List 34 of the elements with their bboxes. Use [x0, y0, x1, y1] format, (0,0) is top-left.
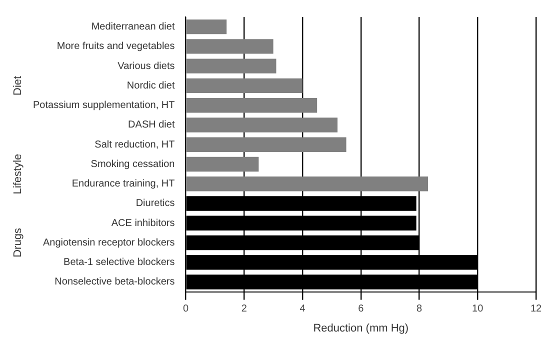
x-tick-label: 10 [472, 304, 484, 315]
bar [186, 176, 428, 192]
bar [186, 39, 274, 54]
x-axis-title: Reduction (mm Hg) [313, 322, 409, 334]
y-tick-label: DASH diet [128, 120, 175, 131]
y-tick-label: Angiotensin receptor blockers [42, 237, 175, 248]
y-tick-label: Nordic diet [126, 80, 175, 92]
y-tick-label: Nonselective beta-blockers [54, 276, 175, 288]
bar [186, 19, 227, 34]
y-tick-label: Salt reduction, HT [94, 139, 175, 150]
y-tick-label: Diuretics [136, 198, 175, 210]
x-tick-label: 6 [358, 304, 364, 315]
y-tick-label: Various diets [118, 60, 175, 72]
bar [186, 98, 318, 113]
bar [186, 58, 276, 74]
x-tick-label: 2 [241, 304, 248, 315]
bar [186, 118, 338, 132]
text: Diet [12, 76, 24, 96]
x-tick-label: 4 [300, 304, 306, 315]
x-tick-label: 0 [182, 304, 189, 315]
y-tick-label: ACE inhibitors [111, 218, 175, 229]
y-tick-label: Potassium supplementation, HT [33, 100, 175, 112]
bar [186, 137, 346, 152]
x-tick-label: 8 [416, 304, 422, 315]
y-tick-label: More fruits and vegetables [56, 41, 175, 52]
y-tick-label: Mediterranean diet [91, 22, 175, 33]
bar [186, 156, 259, 172]
text: Drugs [12, 228, 24, 258]
y-tick-label: Smoking cessation [90, 158, 175, 170]
bar [186, 78, 302, 94]
y-tick-label: Endurance training, HT [72, 178, 175, 190]
y-tick-label: Beta-1 selective blockers [64, 257, 175, 268]
x-tick-label: 12 [530, 304, 542, 315]
text: Lifestyle [12, 154, 24, 194]
